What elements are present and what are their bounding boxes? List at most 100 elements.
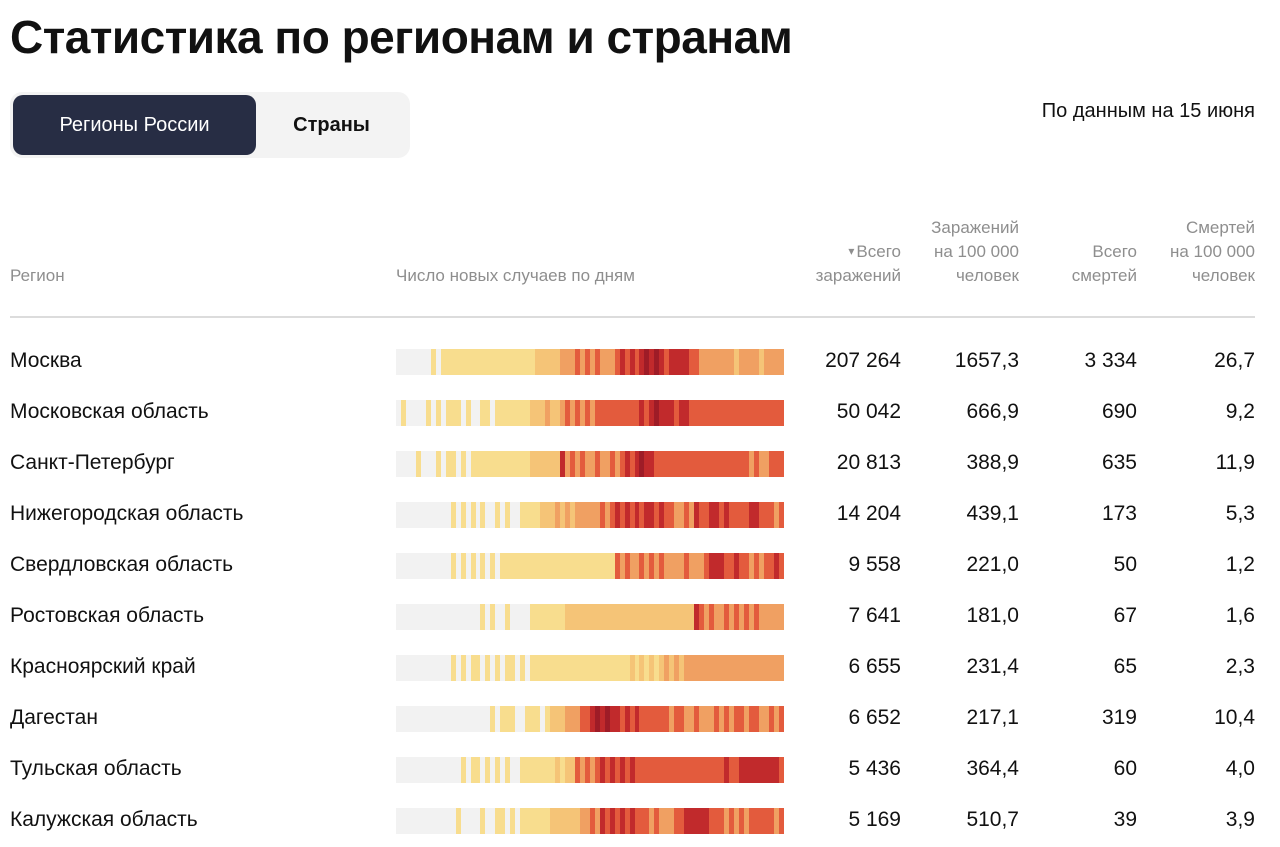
heat-day-segment — [714, 400, 719, 426]
heat-day-segment — [654, 349, 660, 375]
heat-day-segment — [589, 757, 595, 783]
heat-day-segment — [415, 655, 421, 681]
heat-day-segment — [709, 757, 714, 783]
heat-day-segment — [465, 451, 471, 477]
heat-day-segment — [545, 553, 551, 579]
heat-day-segment — [450, 400, 456, 426]
heat-day-segment — [574, 706, 580, 732]
deaths-per-100k-value: 1,6 — [1225, 604, 1255, 627]
header-deaths-per-100k[interactable]: Смертей на 100 000 человек — [1169, 218, 1255, 285]
heat-day-segment — [530, 706, 536, 732]
heat-day-segment — [778, 451, 784, 477]
heat-day-segment — [405, 502, 411, 528]
cases-per-100k-value: 217,1 — [966, 706, 1019, 729]
heat-day-segment — [500, 502, 506, 528]
heat-day-segment — [609, 757, 615, 783]
heat-day-segment — [639, 757, 645, 783]
heat-day-segment — [415, 400, 421, 426]
heat-day-segment — [704, 400, 710, 426]
heat-day-segment — [480, 655, 486, 681]
heat-day-segment — [714, 553, 719, 579]
heat-day-segment — [495, 655, 501, 681]
heat-day-segment — [425, 451, 431, 477]
heat-day-segment — [460, 706, 466, 732]
heat-day-segment — [604, 604, 610, 630]
table-row[interactable]: Санкт-Петербург 20 813 388,9 635 11,9 — [10, 438, 1255, 489]
heat-day-segment — [773, 604, 779, 630]
table-row[interactable]: Ростовская область 7 641 181,0 67 1,6 — [10, 591, 1255, 642]
heat-day-segment — [425, 349, 431, 375]
tab-countries[interactable]: Страны — [293, 113, 370, 136]
heat-day-segment — [485, 655, 491, 681]
heat-day-segment — [728, 757, 734, 783]
heat-day-segment — [614, 706, 620, 732]
heat-day-segment — [564, 451, 570, 477]
table-row[interactable]: Тульская область 5 436 364,4 60 4,0 — [10, 744, 1255, 795]
table-row[interactable]: Красноярский край 6 655 231,4 65 2,3 — [10, 642, 1255, 693]
heat-day-segment — [415, 604, 421, 630]
heat-day-segment — [728, 400, 734, 426]
heat-day-segment — [599, 706, 605, 732]
heat-day-segment — [515, 349, 521, 375]
heat-day-segment — [738, 349, 744, 375]
heat-day-segment — [490, 655, 496, 681]
heat-day-segment — [515, 655, 521, 681]
heat-day-segment — [440, 655, 446, 681]
table-row[interactable]: Нижегородская область 14 204 439,1 173 5… — [10, 489, 1255, 540]
header-total-cases[interactable]: ▾ Всего заражений — [815, 242, 901, 285]
heat-day-segment — [420, 604, 426, 630]
header-region[interactable]: Регион — [10, 266, 65, 285]
table-row[interactable]: Москва 207 264 1657,3 3 334 26,7 — [10, 336, 1255, 387]
heat-day-segment — [445, 502, 451, 528]
heat-day-segment — [495, 502, 501, 528]
heat-day-segment — [475, 451, 481, 477]
tab-russia-regions[interactable]: Регионы России — [13, 95, 256, 155]
heat-day-segment — [728, 655, 734, 681]
heat-day-segment — [619, 706, 625, 732]
heat-day-segment — [540, 553, 546, 579]
heat-day-segment — [410, 655, 416, 681]
header-daily-cases: Число новых случаев по дням — [396, 266, 635, 285]
heat-day-segment — [728, 706, 734, 732]
heat-day-segment — [614, 604, 620, 630]
heat-day-segment — [420, 451, 426, 477]
heat-day-segment — [718, 451, 724, 477]
heat-day-segment — [530, 604, 536, 630]
heat-day-segment — [569, 502, 575, 528]
heat-day-segment — [550, 706, 555, 732]
heat-day-segment — [490, 502, 496, 528]
daily-cases-heatstrip — [396, 451, 784, 477]
heat-day-segment — [505, 808, 511, 834]
heat-day-segment — [694, 502, 700, 528]
heat-day-segment — [773, 349, 779, 375]
heat-day-segment — [758, 451, 764, 477]
heat-day-segment — [689, 604, 695, 630]
heat-day-segment — [738, 451, 744, 477]
table-row[interactable]: Дагестан 6 652 217,1 319 10,4 — [10, 693, 1255, 744]
heat-day-segment — [718, 757, 724, 783]
header-total-deaths[interactable]: Всего смертей — [1071, 242, 1137, 285]
heat-day-segment — [550, 808, 555, 834]
table-header: Регион Число новых случаев по дням ▾ Всег… — [10, 218, 1255, 318]
heat-day-segment — [579, 757, 585, 783]
heat-day-segment — [545, 808, 551, 834]
heat-day-segment — [485, 553, 491, 579]
heat-day-segment — [505, 706, 511, 732]
heat-day-segment — [664, 706, 670, 732]
total-deaths-value: 690 — [1101, 400, 1137, 423]
table-row[interactable]: Московская область 50 042 666,9 690 9,2 — [10, 387, 1255, 438]
table-row[interactable]: Калужская область 5 169 510,7 39 3,9 — [10, 795, 1255, 846]
heat-day-segment — [445, 451, 451, 477]
heat-day-segment — [699, 604, 705, 630]
cases-per-100k-value: 510,7 — [966, 808, 1019, 831]
table-row[interactable]: Свердловская область 9 558 221,0 50 1,2 — [10, 540, 1255, 591]
heat-day-segment — [589, 502, 595, 528]
heat-day-segment — [599, 604, 605, 630]
heat-day-segment — [540, 604, 546, 630]
heat-day-segment — [753, 451, 759, 477]
heat-day-segment — [584, 706, 590, 732]
heat-day-segment — [664, 502, 670, 528]
header-cases-per-100k[interactable]: Заражений на 100 000 человек — [931, 218, 1019, 285]
heat-day-segment — [470, 502, 476, 528]
heat-day-segment — [430, 400, 436, 426]
